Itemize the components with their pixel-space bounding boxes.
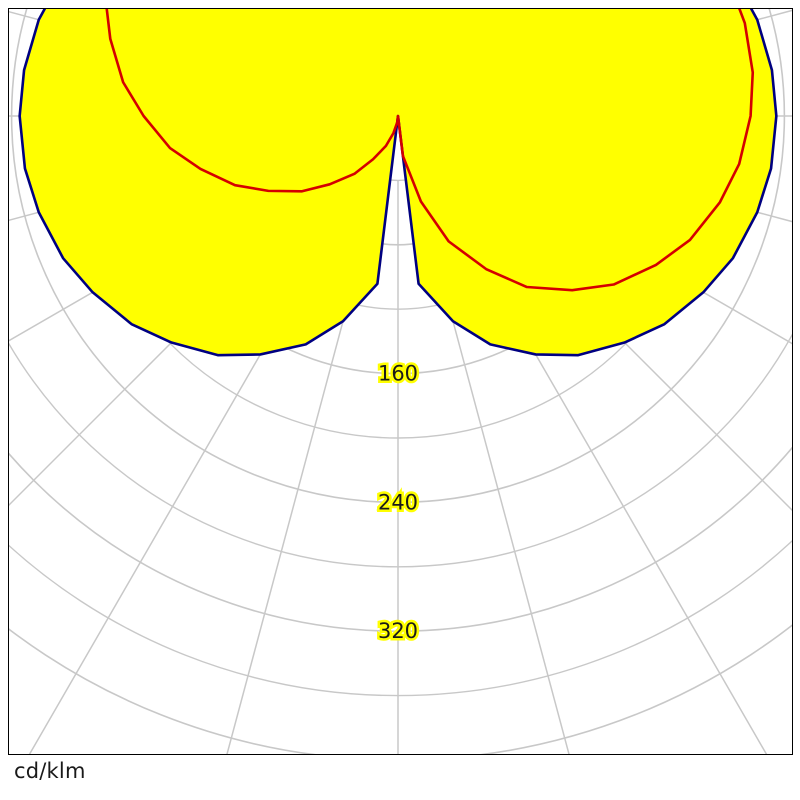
svg-text:240: 240 — [378, 490, 418, 514]
plot-frame: 160 160 240 240 320 320 — [8, 8, 793, 755]
distribution-fill — [19, 9, 777, 356]
svg-text:320: 320 — [378, 619, 418, 643]
svg-text:320: 320 — [378, 619, 418, 643]
svg-text:240: 240 — [378, 490, 418, 514]
distribution-curves — [18, 9, 778, 357]
axis-unit-label: cd/klm — [14, 759, 86, 783]
svg-text:160: 160 — [378, 362, 418, 386]
svg-text:160: 160 — [378, 362, 418, 386]
